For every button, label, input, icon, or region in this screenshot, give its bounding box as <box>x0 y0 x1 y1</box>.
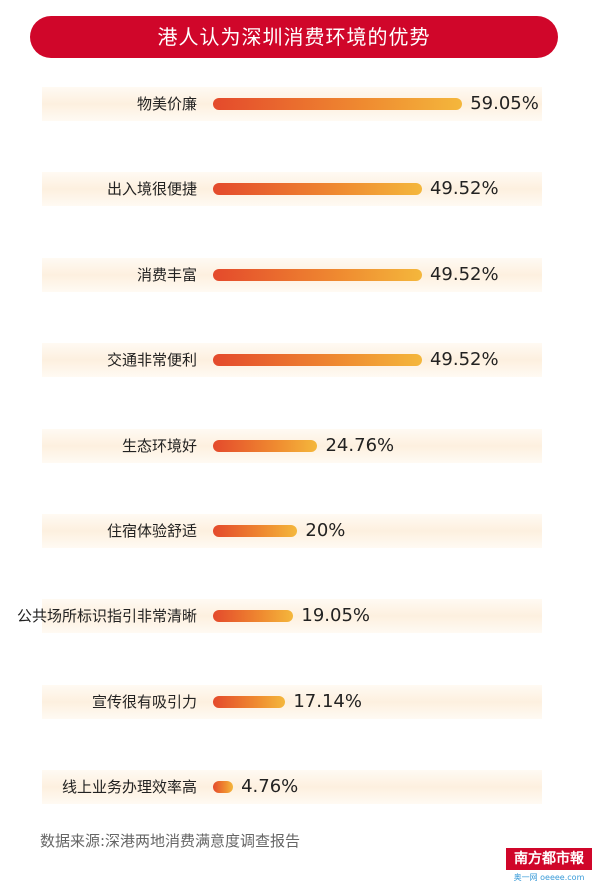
bar <box>213 695 286 708</box>
chart-title: 港人认为深圳消费环境的优势 <box>30 16 558 58</box>
category-label: 住宿体验舒适 <box>106 522 197 540</box>
data-label: 20% <box>305 520 346 541</box>
bar <box>213 354 422 367</box>
data-label: 59.05% <box>470 93 539 114</box>
bar-row: 公共场所标识指引非常清晰 19.05% <box>17 599 542 634</box>
bar <box>213 268 422 281</box>
category-label: 消费丰富 <box>136 265 197 284</box>
bar-row: 消费丰富 49.52% <box>42 257 542 292</box>
data-label: 49.52% <box>429 178 499 200</box>
bar-row: 线上业务办理效率高 4.76% <box>42 770 542 805</box>
category-label: 交通非常便利 <box>106 351 197 370</box>
bar-row: 出入境很便捷 49.52% <box>42 172 542 207</box>
bar-row: 生态环境好 24.76% <box>42 428 542 463</box>
data-source: 数据来源:深港两地消费满意度调查报告 <box>40 832 301 850</box>
category-label: 宣传很有吸引力 <box>91 692 197 711</box>
logo-name: 南方都市報 <box>506 848 592 870</box>
bar <box>213 183 422 196</box>
data-label: 49.52% <box>429 349 499 371</box>
bar <box>213 610 294 623</box>
data-label: 24.76% <box>325 434 395 456</box>
bar <box>213 781 234 794</box>
data-label: 4.76% <box>241 776 299 798</box>
bar-row: 交通非常便利 49.52% <box>42 343 542 378</box>
data-label: 49.52% <box>429 263 499 285</box>
category-label: 公共场所标识指引非常清晰 <box>16 607 197 626</box>
data-label: 19.05% <box>301 605 371 627</box>
publisher-logo: 南方都市報 奥一网 oeeee.com <box>506 848 592 883</box>
category-label: 物美价廉 <box>136 95 197 113</box>
category-label: 出入境很便捷 <box>106 180 197 199</box>
bar <box>213 439 318 452</box>
data-label: 17.14% <box>293 690 362 712</box>
category-label: 线上业务办理效率高 <box>61 778 197 797</box>
bar-row: 宣传很有吸引力 17.14% <box>42 684 542 719</box>
bar-row: 住宿体验舒适 20% <box>42 514 542 548</box>
bar-row: 物美价廉 59.05% <box>42 87 542 121</box>
bar <box>213 98 463 110</box>
category-label: 生态环境好 <box>121 436 197 455</box>
bar <box>213 525 298 537</box>
logo-sub: 奥一网 oeeee.com <box>513 873 585 882</box>
